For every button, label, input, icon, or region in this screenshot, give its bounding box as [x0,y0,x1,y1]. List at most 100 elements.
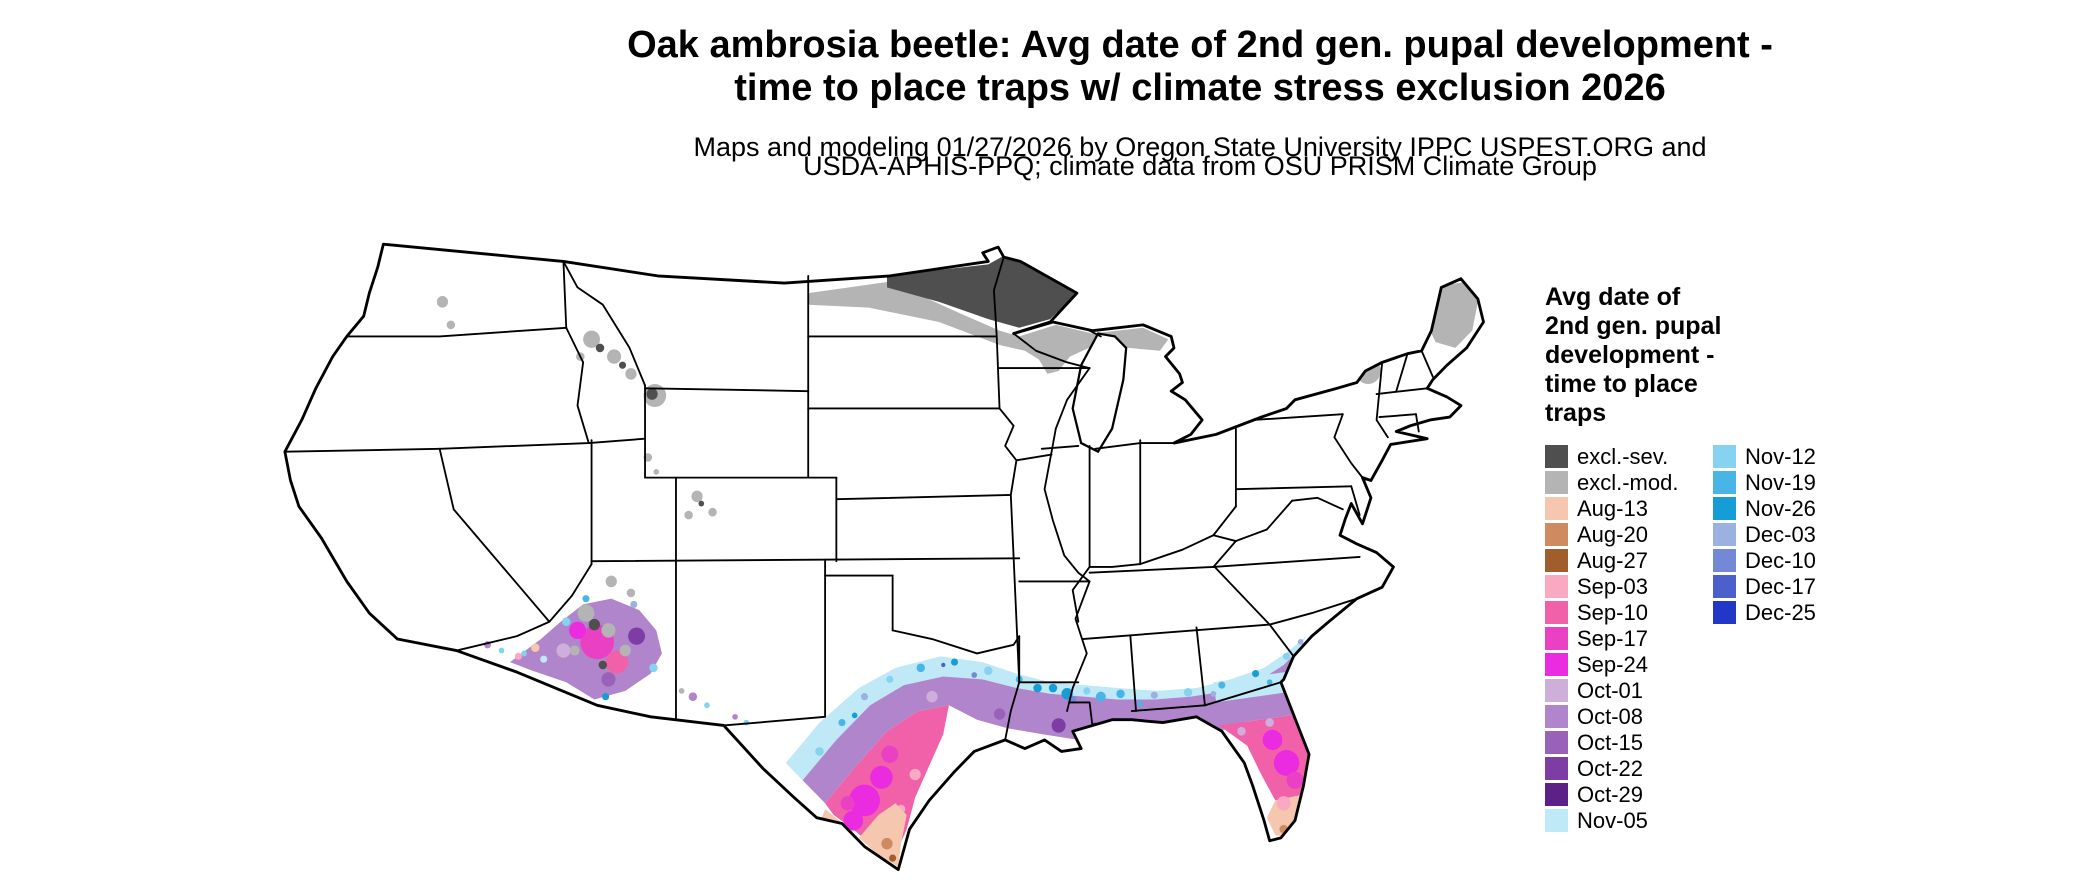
legend: Avg date of 2nd gen. pupal development - ti… [1545,283,1975,833]
map-region-nov12 [704,702,710,709]
legend-item: Dec-03 [1713,521,1881,547]
map-title-line2: time to place traps w/ climate stress ex… [734,67,1666,109]
map-region-nov12 [1283,652,1291,660]
map-region-sep03 [514,652,522,660]
legend-label: Dec-25 [1745,599,1816,625]
map-region-excl_mod [607,349,622,364]
map-region-excl_mod [577,604,595,622]
map-region-nov19 [1266,679,1273,686]
map-shape [1043,367,1091,713]
map-shape [1129,635,1137,713]
map-region-dec03 [630,600,638,609]
map-shape [1015,453,1053,462]
map-region-oct08 [732,713,738,720]
map-shape [993,256,1005,338]
map-region-oct22 [628,627,646,645]
map-shape [835,493,1012,501]
map-region-nov19 [1095,691,1106,702]
map-shape [644,387,810,393]
map-region-sep24 [569,621,586,640]
legend-swatch [1713,600,1736,624]
map-region-sep24 [843,810,864,831]
map-region-nov12 [1183,688,1193,697]
legend-swatch [1545,522,1568,546]
map-region-sep10 [605,650,629,674]
legend-swatch [1545,730,1568,754]
legend-item: Oct-15 [1545,729,1713,755]
map-shape [998,407,1018,496]
legend-item: Nov-26 [1713,495,1881,521]
map-shape [590,557,1021,563]
map-region-excl_mod [626,588,636,598]
map-shape [1068,701,1094,727]
map-region-excl_sev [588,618,601,631]
map-region-excl_mod [684,510,693,520]
map-shape [1009,493,1021,684]
map-shape [1130,681,1282,713]
map-shape [1420,349,1434,378]
map-shape [1234,499,1294,542]
legend-swatch [1545,600,1568,624]
map-region-dec03 [1210,690,1217,697]
legend-swatch [1713,574,1736,598]
legend-title-line: development - [1545,341,1715,369]
legend-item: Dec-25 [1713,599,1881,625]
map-shape [1375,387,1429,395]
legend-item: Oct-01 [1545,677,1713,703]
map-region-nov19 [1218,681,1226,689]
legend-item: excl.-sev. [1545,443,1713,469]
map-shape [1071,566,1091,623]
legend-item: Dec-17 [1713,573,1881,599]
legend-item: Sep-24 [1545,651,1713,677]
map-shape [1333,413,1364,479]
map-region-dec17 [941,662,946,668]
legend-item: Nov-05 [1545,807,1713,833]
legend-swatch [1545,444,1568,468]
map-region-sep24 [849,784,880,817]
map-region-nov26 [1048,683,1058,693]
map-title-line1: Oak ambrosia beetle: Avg date of 2nd gen… [627,24,1773,66]
map-region-nov26 [1252,670,1260,678]
legend-label: excl.-sev. [1577,443,1669,469]
map-region-excl_sev [598,660,608,670]
map-shape [565,326,590,444]
map-region-nov19 [838,719,846,727]
map-region-nov12 [498,647,505,654]
map-region-excl_mod [678,688,685,694]
map-shape [995,335,1001,410]
map-region-excl_mod [569,645,580,656]
legend-swatch [1713,522,1736,546]
map-region-nov26 [951,658,959,666]
legend-swatch [1545,548,1568,572]
model-overlays [436,255,1478,867]
legend-item: Oct-29 [1545,781,1713,807]
legend-label: Sep-24 [1577,651,1648,677]
map-shape [562,260,568,329]
map-region-dec10 [971,672,978,678]
map-region-excl_sev [887,255,1077,328]
map-shape [722,574,827,727]
map-region-nov12 [521,650,527,657]
legend-swatch [1545,782,1568,806]
map-shape [345,326,568,338]
legend-label: Aug-13 [1577,495,1648,521]
legend-item: Nov-19 [1713,469,1881,495]
legend-swatch [1713,548,1736,572]
map-region-excl_mod [691,490,703,503]
legend-label: excl.-mod. [1577,469,1679,495]
legend-item: Nov-12 [1713,443,1881,469]
legend-title: Avg date of 2nd gen. pupal development - ti… [1545,283,1975,428]
legend-label: Aug-27 [1577,547,1648,573]
map-shape [1234,485,1353,491]
legend-item: Oct-08 [1545,703,1713,729]
map-region-sep17 [1286,771,1304,789]
map-region-nov12 [649,663,658,673]
legend-swatch [1545,574,1568,598]
map-shape [1213,566,1271,626]
map-region-sep03 [909,768,921,781]
legend-item: Sep-03 [1545,573,1713,599]
map-region-oct01 [926,690,938,703]
legend-label: Nov-19 [1745,469,1816,495]
legend-label: Dec-17 [1745,573,1816,599]
